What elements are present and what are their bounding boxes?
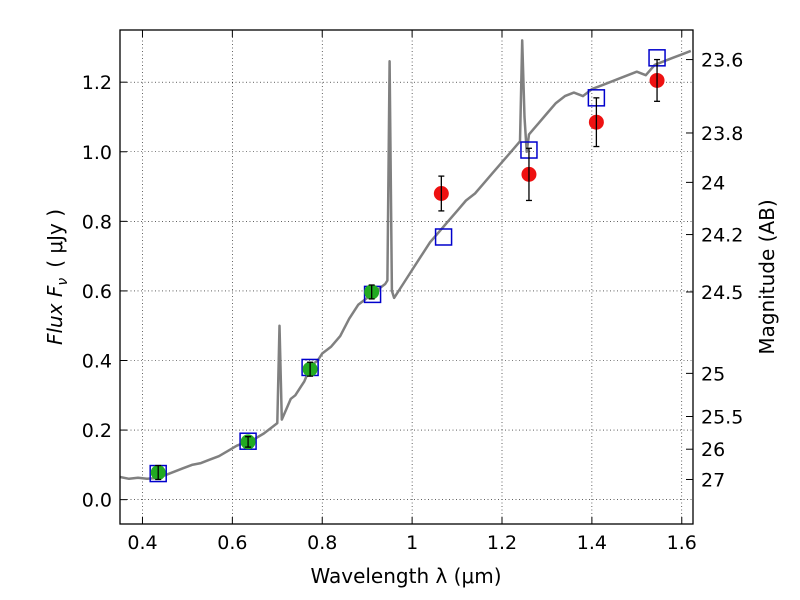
y2-tick-label: 27	[701, 469, 725, 491]
plot-frame	[119, 29, 694, 525]
x-axis-label: Wavelength λ (μm)	[310, 564, 501, 588]
y-axis-label-subscript: ν	[55, 278, 71, 286]
x-tick-label: 0.4	[127, 532, 157, 554]
y-tick-label: 0.6	[82, 281, 112, 303]
y2-tick-label: 23.8	[701, 123, 743, 145]
y-tick-label: 0.4	[82, 350, 112, 372]
y-tick-label: 0.0	[82, 490, 112, 512]
y-tick-label: 0.8	[82, 211, 112, 233]
x-tick-label: 1.6	[667, 532, 697, 554]
x-tick-label: 0.6	[217, 532, 247, 554]
y-axis-label-main: Flux F	[43, 285, 67, 345]
y2-tick-label: 24.2	[701, 225, 743, 247]
y-tick-label: 1.2	[82, 72, 112, 94]
spectrum-line	[120, 39, 692, 481]
y2-tick-label: 24	[701, 172, 725, 194]
ticks: 0.4 0.6 0.8 1 1.2 1.4 1.6 0.0 0.2 0.4 0.6 0.8 1.0 1.2…	[82, 30, 743, 554]
model-point	[434, 228, 453, 246]
y-axis-label: Flux Fν ( μJy )	[43, 209, 71, 345]
y2-tick-label: 25.5	[701, 407, 743, 429]
y2-tick-label: 24.5	[701, 282, 743, 304]
y-tick-label: 0.2	[82, 420, 112, 442]
y2-tick-label: 23.6	[701, 50, 743, 72]
y2-tick-label: 25	[701, 363, 725, 385]
x-tick-label: 0.8	[307, 532, 337, 554]
y-tick-label: 1.0	[82, 142, 112, 164]
plot-area	[120, 39, 692, 483]
y-axis-label-units: ( μJy )	[43, 209, 67, 268]
x-tick-label: 1.4	[577, 532, 607, 554]
x-tick-label: 1	[406, 532, 418, 554]
y2-tick-label: 26	[701, 439, 725, 461]
y2-axis-label: Magnitude (AB)	[755, 199, 779, 354]
x-tick-label: 1.2	[487, 532, 517, 554]
grid	[120, 30, 693, 524]
